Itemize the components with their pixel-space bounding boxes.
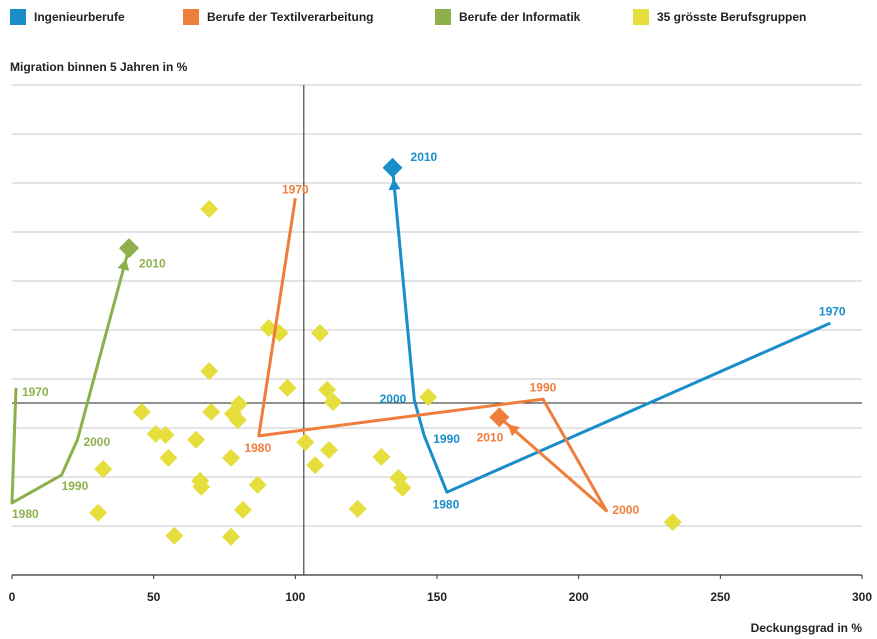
scatter-point — [310, 323, 329, 342]
year-label: 2010 — [477, 430, 504, 444]
endpoint — [489, 407, 510, 428]
legend-swatch — [10, 9, 26, 25]
scatter-point — [663, 513, 682, 532]
x-tick-label: 0 — [9, 590, 16, 604]
year-label: 1990 — [62, 479, 89, 493]
year-label: 2010 — [411, 150, 438, 164]
scatter-point — [296, 433, 315, 452]
y-axis-label: Migration binnen 5 Jahren in % — [10, 60, 188, 74]
scatter-point — [320, 441, 339, 460]
legend-swatch — [633, 9, 649, 25]
trajectory-line — [257, 197, 608, 513]
x-tick-label: 100 — [285, 590, 305, 604]
scatter-point — [165, 526, 184, 545]
scatter-point — [372, 447, 391, 466]
scatter-point — [248, 475, 267, 494]
scatter-point — [419, 388, 438, 407]
scatter-point — [348, 499, 367, 518]
scatter-point — [200, 199, 219, 218]
scatter-point — [200, 362, 219, 381]
year-label: 1970 — [22, 385, 49, 399]
year-label: 1970 — [282, 182, 309, 196]
year-label: 1970 — [819, 304, 846, 318]
legend-label: Ingenieurberufe — [34, 10, 125, 24]
x-tick-label: 300 — [852, 590, 872, 604]
year-label: 1980 — [12, 507, 39, 521]
scatter-point — [306, 456, 325, 475]
year-label: 1980 — [433, 497, 460, 511]
endpoint — [119, 238, 140, 259]
scatter-point — [318, 380, 337, 399]
scatter-point — [187, 430, 206, 449]
scatter-point — [94, 460, 113, 479]
year-label: 2000 — [83, 435, 110, 449]
scatter-point — [222, 448, 241, 467]
arrowhead — [117, 258, 130, 271]
scatter-point — [156, 425, 175, 444]
x-tick-label: 150 — [427, 590, 447, 604]
legend-label: Berufe der Informatik — [459, 10, 581, 24]
arrowhead — [388, 178, 401, 191]
scatter-point — [132, 402, 151, 421]
scatter-point — [202, 402, 221, 421]
arrowhead — [507, 424, 520, 437]
scatter-point — [228, 411, 247, 430]
x-tick-label: 200 — [569, 590, 589, 604]
endpoint — [382, 157, 403, 178]
scatter-point — [393, 478, 412, 497]
scatter-point — [233, 500, 252, 519]
trajectory-line — [10, 247, 131, 505]
legend-label: Berufe der Textilverarbeitung — [207, 10, 374, 24]
x-tick-label: 50 — [147, 590, 161, 604]
year-label: 1980 — [244, 441, 271, 455]
scatter-point — [89, 503, 108, 522]
year-label: 2000 — [380, 392, 407, 406]
year-label: 2010 — [139, 256, 166, 270]
scatter-point — [324, 393, 343, 412]
trajectory-line — [391, 167, 831, 494]
year-label: 1990 — [433, 432, 460, 446]
scatter-point — [192, 477, 211, 496]
scatter-point — [222, 527, 241, 546]
legend-swatch — [183, 9, 199, 25]
scatter-point — [278, 378, 297, 397]
scatter-point — [159, 448, 178, 467]
year-label: 2000 — [612, 503, 639, 517]
x-tick-label: 250 — [710, 590, 730, 604]
x-axis-label: Deckungsgrad in % — [751, 621, 863, 635]
legend-swatch — [435, 9, 451, 25]
legend-label: 35 grösste Berufsgruppen — [657, 10, 806, 24]
year-label: 1990 — [530, 380, 557, 394]
